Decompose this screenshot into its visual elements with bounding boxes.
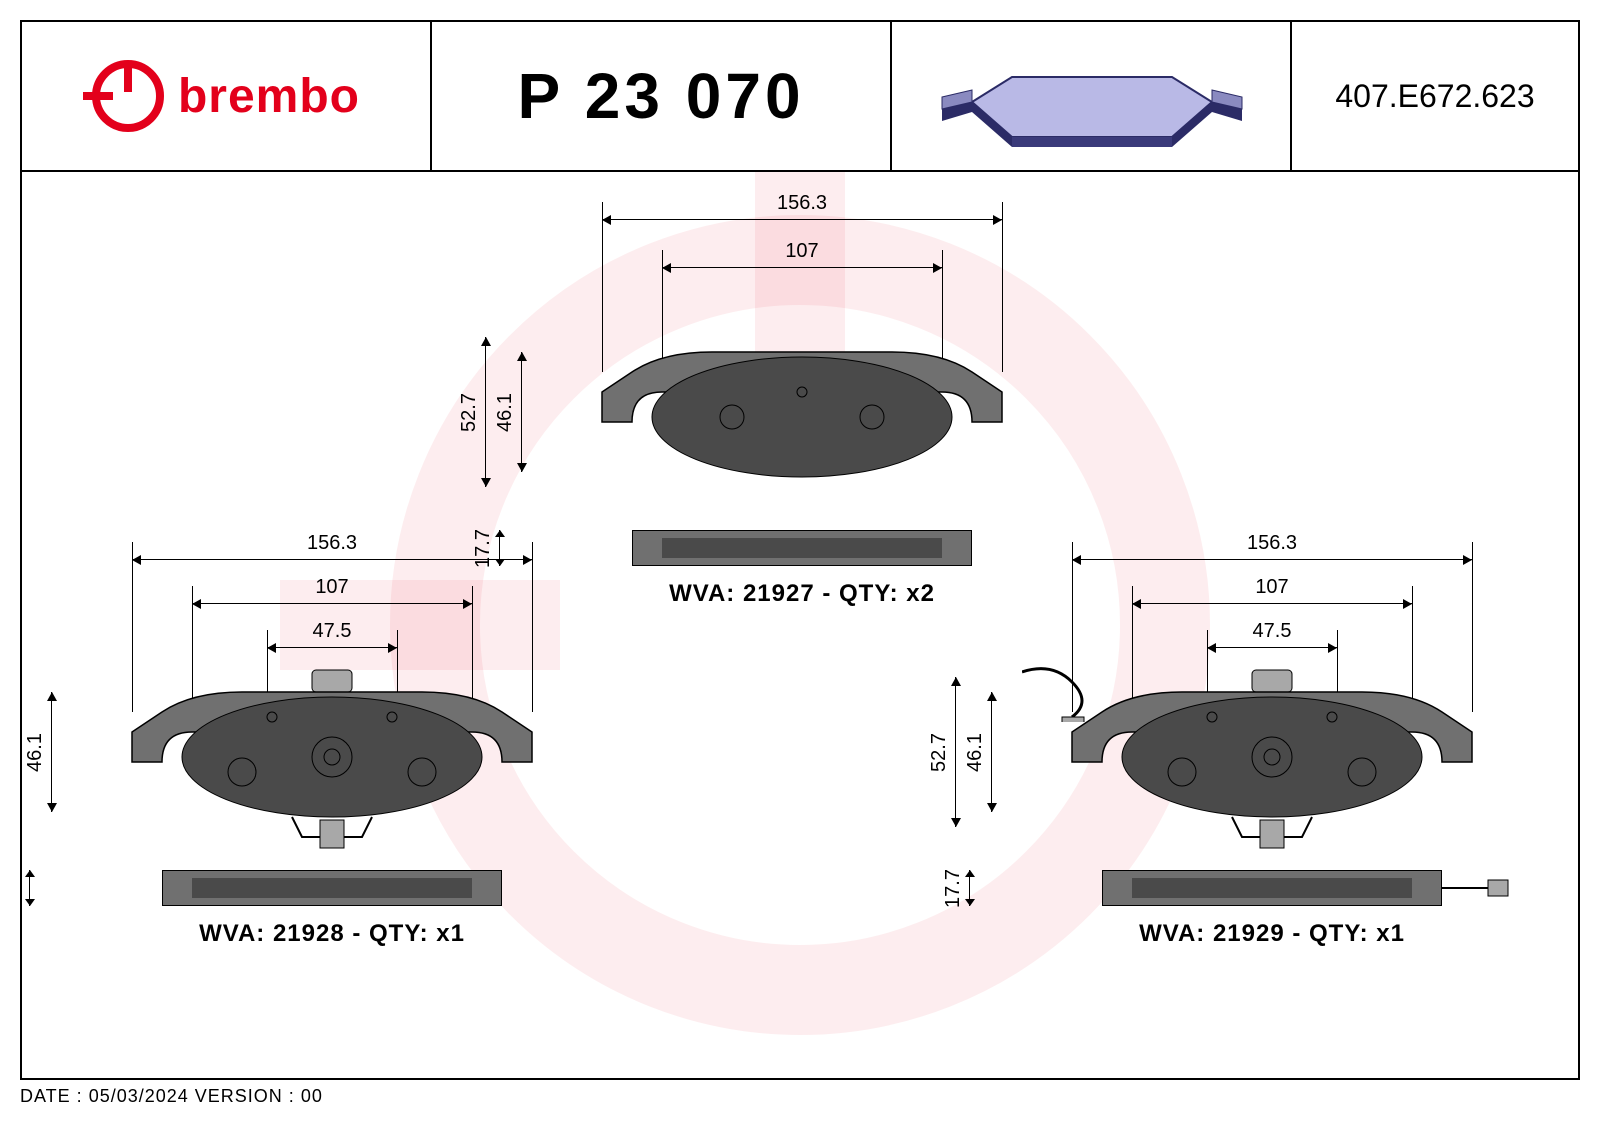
- dim-label: 47.5: [1253, 620, 1292, 643]
- pad-profile-left: 17.7: [82, 870, 582, 906]
- brembo-logo-text: brembo: [178, 69, 360, 124]
- dim-label: 17.7: [942, 869, 965, 908]
- document-number: 407.E672.623: [1292, 22, 1578, 170]
- isometric-cell: [892, 22, 1292, 170]
- left-vertical-dims: 52.7 46.1: [22, 662, 82, 882]
- top-vertical-dims: 52.7 46.1: [472, 322, 552, 542]
- dim-label: 107: [1255, 576, 1288, 599]
- footer: DATE : 05/03/2024 VERSION : 00: [20, 1086, 323, 1107]
- dim-label: 156.3: [307, 532, 357, 555]
- dim-label: 52.7: [928, 733, 951, 772]
- pad-profile-right: 17.7: [1022, 870, 1522, 906]
- dim-label: 156.3: [1247, 532, 1297, 555]
- wear-sensor-icon: [1022, 662, 1112, 722]
- sensor-connector-icon: [1442, 876, 1512, 900]
- dim-label: 107: [785, 240, 818, 263]
- dim-label: 46.1: [494, 393, 517, 432]
- brembo-logo: brembo: [92, 60, 360, 132]
- dim-label: 156.3: [777, 192, 827, 215]
- dim-label: 52.7: [458, 393, 481, 432]
- left-horizontal-dims: 156.3 107 47.5: [82, 532, 582, 662]
- wva-line-top: WVA: 21927 - QTY: x2: [552, 580, 1052, 608]
- drawing-sheet: brembo P 23 070 407.E672.623: [20, 20, 1580, 1080]
- top-horizontal-dims: 156.3 107: [552, 192, 1052, 322]
- pad-view-left: 156.3 107 47.5: [82, 532, 582, 948]
- pad-face-left: [82, 662, 582, 842]
- wva-line-right: WVA: 21929 - QTY: x1: [1022, 920, 1522, 948]
- dim-label: 107: [315, 576, 348, 599]
- dim-label: 47.5: [313, 620, 352, 643]
- pad-isometric-icon: [922, 47, 1262, 157]
- pad-view-top: 156.3 107 52.7 46.1: [552, 192, 1052, 608]
- part-number: P 23 070: [432, 22, 892, 170]
- pad-face-top: [552, 322, 1052, 502]
- right-vertical-dims: 52.7 46.1: [942, 662, 1022, 882]
- dim-label: 46.1: [964, 733, 987, 772]
- pad-profile-top: 17.7: [552, 530, 1052, 566]
- drawing-area: 156.3 107 52.7 46.1: [22, 172, 1578, 1078]
- pad-view-right: 156.3 107 47.5: [1022, 532, 1522, 948]
- dim-label: 46.1: [24, 733, 47, 772]
- title-block: brembo P 23 070 407.E672.623: [22, 22, 1578, 172]
- pad-face-right: [1022, 662, 1522, 842]
- logo-cell: brembo: [22, 22, 432, 170]
- wva-line-left: WVA: 21928 - QTY: x1: [82, 920, 582, 948]
- right-horizontal-dims: 156.3 107 47.5: [1022, 532, 1522, 662]
- brembo-logo-icon: [92, 60, 164, 132]
